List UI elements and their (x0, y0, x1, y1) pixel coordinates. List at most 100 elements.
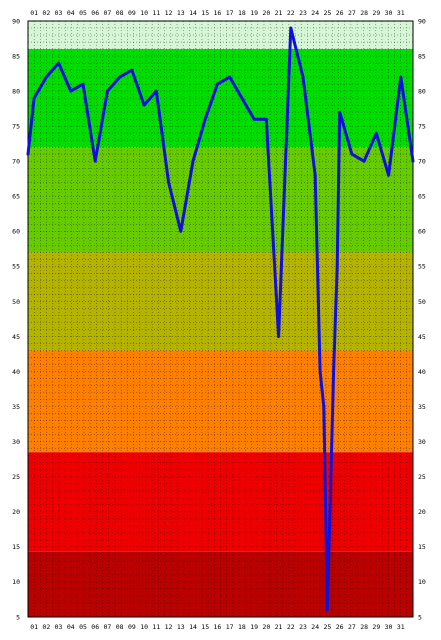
x-tick-label: 20 (262, 623, 270, 631)
y-tick-label: 75 (418, 122, 426, 130)
y-tick-label: 90 (12, 17, 20, 25)
x-tick-label: 20 (262, 9, 270, 17)
x-tick-label: 07 (104, 9, 112, 17)
y-tick-label: 15 (418, 543, 426, 551)
y-tick-label: 15 (12, 543, 20, 551)
x-tick-label: 05 (79, 9, 87, 17)
x-tick-label: 18 (238, 623, 246, 631)
x-tick-label: 11 (152, 9, 160, 17)
x-tick-label: 07 (104, 623, 112, 631)
x-tick-label: 19 (250, 623, 258, 631)
y-tick-labels-right: 5 10 15 20 25 30 35 40 45 50 55 60 65 70 75 80 85 90 (418, 17, 426, 621)
x-tick-label: 01 (30, 623, 38, 631)
series-line-0 (26, 26, 415, 612)
x-tick-label: 29 (372, 623, 380, 631)
x-tick-label: 08 (116, 9, 124, 17)
x-tick-label: 12 (165, 9, 173, 17)
y-tick-label: 20 (418, 508, 426, 516)
y-tick-label: 25 (12, 473, 20, 481)
x-tick-label: 21 (275, 623, 283, 631)
y-tick-label: 75 (12, 122, 20, 130)
y-tick-label: 70 (418, 158, 426, 166)
x-tick-label: 22 (287, 9, 295, 17)
x-tick-label: 08 (116, 623, 124, 631)
x-tick-label: 28 (360, 623, 368, 631)
y-tick-label: 70 (12, 158, 20, 166)
x-tick-label: 27 (348, 623, 356, 631)
y-tick-label: 45 (418, 333, 426, 341)
y-tick-label: 50 (418, 298, 426, 306)
y-tick-label: 55 (418, 263, 426, 271)
y-tick-label: 85 (418, 52, 426, 60)
x-tick-label: 02 (42, 9, 50, 17)
y-tick-label: 65 (12, 193, 20, 201)
y-tick-label: 30 (418, 438, 426, 446)
y-tick-label: 10 (12, 578, 20, 586)
y-tick-label: 35 (418, 403, 426, 411)
y-tick-label: 45 (12, 333, 20, 341)
x-tick-label: 09 (128, 623, 136, 631)
x-tick-label: 03 (55, 623, 63, 631)
x-tick-label: 11 (152, 623, 160, 631)
x-tick-label: 04 (67, 9, 75, 17)
x-tick-label: 06 (91, 9, 99, 17)
x-tick-label: 06 (91, 623, 99, 631)
x-tick-label: 17 (226, 9, 234, 17)
y-tick-label: 50 (12, 298, 20, 306)
x-tick-label: 01 (30, 9, 38, 17)
y-tick-label: 55 (12, 263, 20, 271)
y-tick-label: 30 (12, 438, 20, 446)
x-tick-label: 30 (385, 9, 393, 17)
x-tick-label: 19 (250, 9, 258, 17)
y-tick-label: 85 (12, 52, 20, 60)
series-layer (26, 26, 415, 612)
plot-frame (27, 20, 414, 618)
y-tick-label: 60 (418, 228, 426, 236)
x-tick-label: 22 (287, 623, 295, 631)
x-tick-label: 03 (55, 9, 63, 17)
y-tick-label: 5 (16, 613, 20, 621)
y-tick-label: 20 (12, 508, 20, 516)
x-tick-label: 14 (189, 9, 197, 17)
x-tick-label: 18 (238, 9, 246, 17)
x-tick-label: 29 (372, 9, 380, 17)
x-tick-label: 02 (42, 623, 50, 631)
x-tick-label: 26 (336, 623, 344, 631)
y-tick-label: 10 (418, 578, 426, 586)
x-tick-label: 14 (189, 623, 197, 631)
y-tick-label: 90 (418, 17, 426, 25)
x-tick-label: 12 (165, 623, 173, 631)
x-tick-labels-bottom: 01 02 03 04 05 06 07 08 09 10 11 12 13 14 15 16 17 18 19 20… (30, 623, 405, 631)
x-tick-label: 25 (324, 9, 332, 17)
band-4 (28, 350, 413, 453)
x-tick-label: 10 (140, 623, 148, 631)
x-tick-label: 27 (348, 9, 356, 17)
x-tick-label: 30 (385, 623, 393, 631)
x-tick-label: 26 (336, 9, 344, 17)
y-tick-label: 65 (418, 193, 426, 201)
y-tick-label: 25 (418, 473, 426, 481)
x-tick-label: 15 (201, 9, 209, 17)
x-tick-label: 28 (360, 9, 368, 17)
band-5 (28, 452, 413, 552)
x-tick-label: 24 (311, 9, 319, 17)
y-tick-label: 40 (12, 368, 20, 376)
x-tick-label: 16 (214, 623, 222, 631)
y-tick-label: 80 (418, 87, 426, 95)
grid (28, 21, 413, 617)
x-tick-label: 04 (67, 623, 75, 631)
x-tick-label: 13 (177, 9, 185, 17)
x-tick-label: 10 (140, 9, 148, 17)
x-tick-label: 13 (177, 623, 185, 631)
x-tick-label: 21 (275, 9, 283, 17)
y-tick-label: 5 (418, 613, 422, 621)
x-tick-label: 25 (324, 623, 332, 631)
x-tick-label: 09 (128, 9, 136, 17)
x-tick-label: 15 (201, 623, 209, 631)
y-tick-label: 80 (12, 87, 20, 95)
y-tick-label: 40 (418, 368, 426, 376)
y-tick-labels-left: 5 10 15 20 25 30 35 40 45 50 55 60 65 70 75 80 85 90 (12, 17, 20, 621)
x-tick-label: 31 (397, 623, 405, 631)
x-tick-label: 31 (397, 9, 405, 17)
